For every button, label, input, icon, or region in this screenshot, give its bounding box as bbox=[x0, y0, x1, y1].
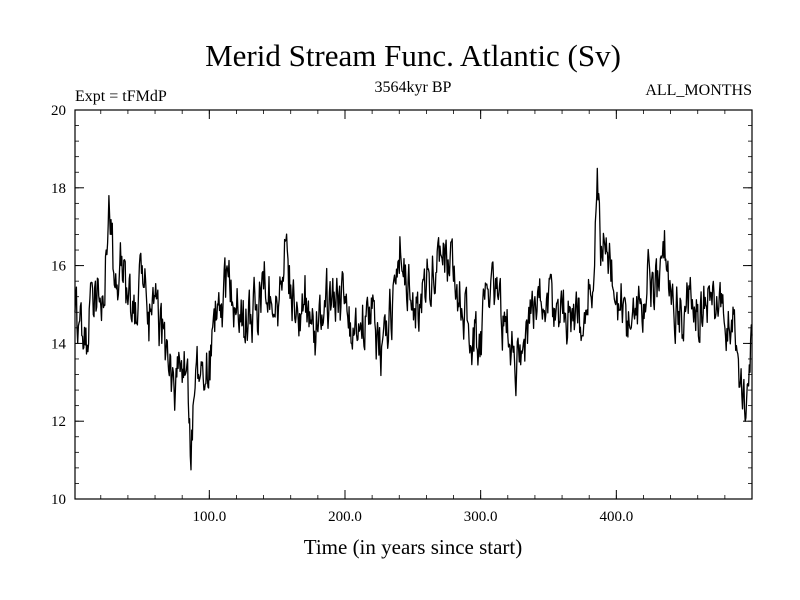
series-line bbox=[74, 167, 753, 471]
y-tick-label: 14 bbox=[51, 336, 67, 352]
y-tick-label: 16 bbox=[51, 259, 67, 275]
series-layer bbox=[74, 167, 753, 471]
x-tick-label: 200.0 bbox=[328, 509, 362, 525]
y-tick-label: 18 bbox=[51, 181, 66, 197]
chart-title: Merid Stream Func. Atlantic (Sv) bbox=[205, 38, 621, 73]
y-tick-label: 12 bbox=[51, 414, 66, 430]
experiment-label: Expt = tFMdP bbox=[75, 88, 167, 105]
months-label: ALL_MONTHS bbox=[645, 82, 752, 99]
x-tick-label: 300.0 bbox=[464, 509, 498, 525]
x-tick-label: 100.0 bbox=[192, 509, 226, 525]
y-tick-label: 10 bbox=[51, 492, 66, 508]
plot-frame bbox=[74, 109, 753, 500]
x-axis-label: Time (in years since start) bbox=[304, 535, 523, 559]
y-tick-label: 20 bbox=[51, 103, 66, 119]
x-tick-label: 400.0 bbox=[599, 509, 633, 525]
period-label: 3564kyr BP bbox=[375, 79, 452, 96]
